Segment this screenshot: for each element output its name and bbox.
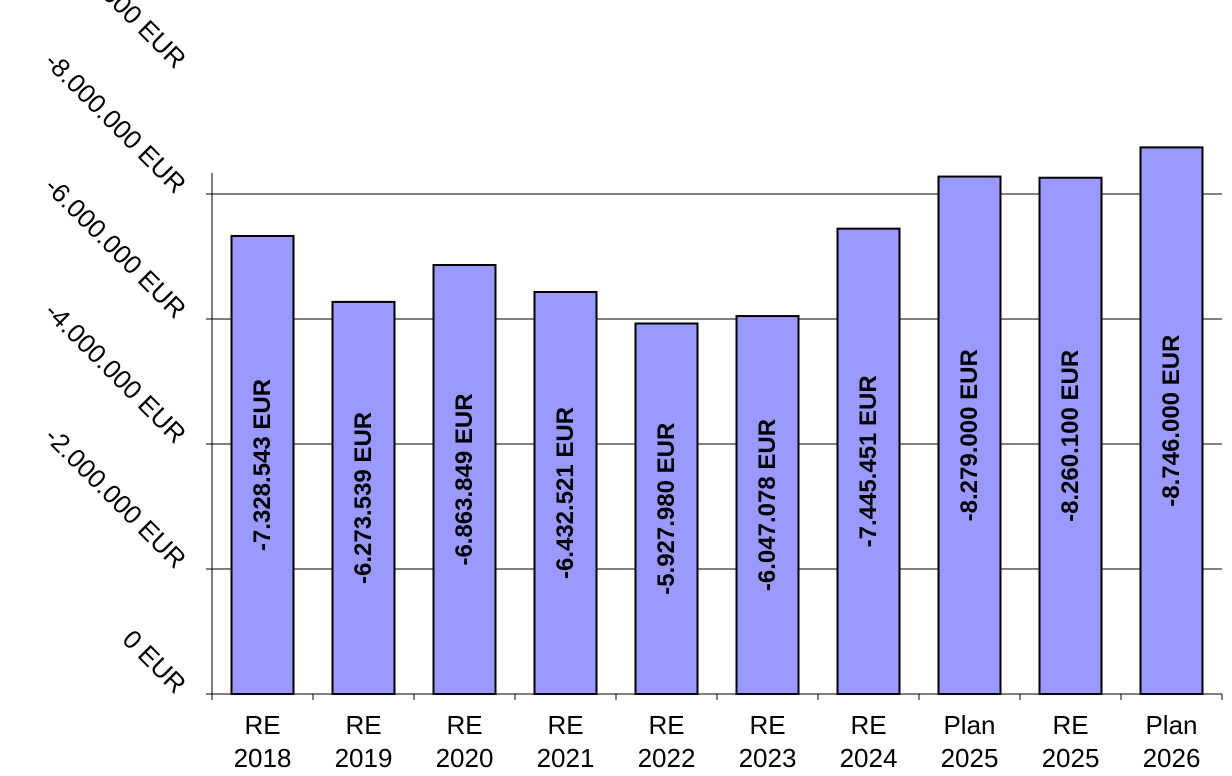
x-tick-labels: RE2018RE2019RE2020RE2021RE2022RE2023RE20… <box>234 710 1201 773</box>
bar-data-label: -6.432.521 EUR <box>552 407 579 579</box>
data-labels: -7.328.543 EUR -6.273.539 EUR -6.863.849 E… <box>249 335 1185 595</box>
x-category-label: 2018 <box>234 743 292 773</box>
x-category-label: RE <box>547 710 583 740</box>
x-category-label: 2021 <box>537 743 595 773</box>
bar-data-label: -8.746.000 EUR <box>1158 335 1185 507</box>
x-category-label: Plan <box>1145 710 1197 740</box>
x-category-label: Plan <box>943 710 995 740</box>
bar-data-label: -8.279.000 EUR <box>956 349 983 521</box>
x-category-label: RE <box>345 710 381 740</box>
x-category-label: RE <box>648 710 684 740</box>
bar-data-label: -6.047.078 EUR <box>754 419 781 591</box>
bar-data-label: -5.927.980 EUR <box>653 423 680 595</box>
x-category-label: RE <box>749 710 785 740</box>
x-category-label: 2026 <box>1143 743 1201 773</box>
bar <box>1139 146 1204 695</box>
x-category-label: 2020 <box>436 743 494 773</box>
x-category-label: RE <box>1052 710 1088 740</box>
bars <box>230 146 1204 696</box>
bar <box>735 315 800 695</box>
x-category-label: RE <box>850 710 886 740</box>
bar <box>836 227 901 696</box>
x-category-label: 2025 <box>941 743 999 773</box>
bar <box>1038 176 1103 695</box>
y-tick-labels: 0 EUR-2.000.000 EUR-4.000.000 EUR-6.000.… <box>29 0 192 699</box>
x-category-label: 2023 <box>739 743 797 773</box>
x-category-label: 2019 <box>335 743 393 773</box>
y-tick-label: 0 EUR <box>117 624 192 699</box>
bar <box>634 322 699 695</box>
x-category-label: 2025 <box>1042 743 1100 773</box>
bar <box>230 234 295 695</box>
axes <box>206 173 1223 700</box>
bar <box>937 175 1002 695</box>
x-category-label: RE <box>244 710 280 740</box>
x-category-label: 2024 <box>840 743 898 773</box>
x-category-label: RE <box>446 710 482 740</box>
bar-data-label: -6.273.539 EUR <box>350 412 377 584</box>
bar-data-label: -7.328.543 EUR <box>249 379 276 551</box>
bar-data-label: -7.445.451 EUR <box>855 375 882 547</box>
x-category-label: 2022 <box>638 743 696 773</box>
bar-data-label: -8.260.100 EUR <box>1057 350 1084 522</box>
bar <box>533 290 598 695</box>
bar <box>432 264 497 695</box>
bar-data-label: -6.863.849 EUR <box>451 393 478 565</box>
